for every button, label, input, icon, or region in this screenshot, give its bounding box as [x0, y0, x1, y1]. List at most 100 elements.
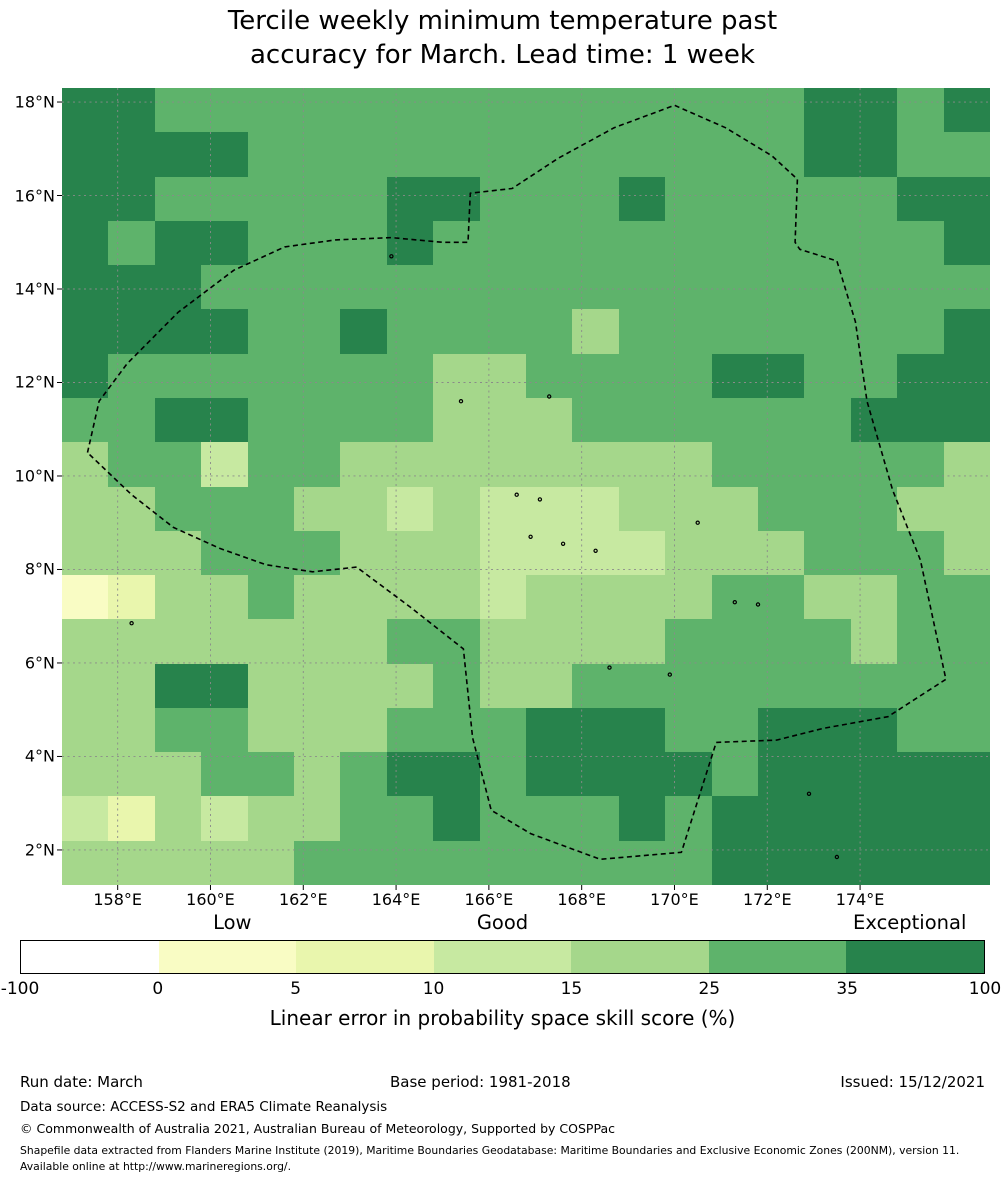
heatmap-cell [154, 397, 202, 443]
heatmap-cell [850, 663, 898, 708]
heatmap-cell [62, 397, 109, 443]
heatmap-cell [62, 220, 109, 266]
heatmap-cell [943, 220, 990, 266]
copyright-text: © Commonwealth of Australia 2021, Austra… [20, 1121, 615, 1136]
heatmap-cell [108, 132, 155, 177]
heatmap-cell [479, 132, 526, 177]
heatmap-cell [294, 220, 341, 266]
heatmap-cell [433, 176, 480, 221]
heatmap-cell [479, 530, 526, 576]
heatmap-cell [572, 619, 619, 664]
heatmap-cell [897, 575, 944, 620]
eez-boundary-path [86, 104, 947, 861]
heatmap-cell [665, 707, 712, 753]
heatmap-cell [479, 220, 526, 266]
heatmap-cell [386, 796, 434, 841]
colorbar-tick-labels: -100 0 5 10 15 25 35 100 [1, 979, 1002, 999]
heatmap-cell [386, 619, 434, 664]
heatmap-cell [711, 220, 758, 266]
heatmap-cell [340, 176, 387, 221]
heatmap-cell [897, 265, 944, 310]
heatmap-cell [154, 176, 202, 221]
heatmap-cell [758, 309, 805, 354]
heatmap-cell [897, 220, 944, 266]
heatmap-cell [804, 530, 851, 576]
heatmap-cell [850, 132, 898, 177]
heatmap-cell [618, 752, 666, 797]
heatmap-cell [711, 88, 758, 133]
heatmap-cell [386, 265, 434, 310]
heatmap-cell [526, 575, 573, 620]
heatmap-cell [433, 442, 480, 487]
heatmap-cell [572, 575, 619, 620]
heatmap-cell [804, 619, 851, 664]
heatmap-cell [711, 796, 758, 841]
heatmap-cell [665, 220, 712, 266]
heatmap-cell [340, 663, 387, 708]
heatmap-cell [340, 530, 387, 576]
heatmap-cell [711, 353, 758, 398]
heatmap-cell [386, 707, 434, 753]
heatmap-cell [618, 840, 666, 885]
heatmap-cell [340, 265, 387, 310]
x-axis-tick-labels: 158°E 160°E 162°E 164°E 166°E 168°E 170°E 172°E… [62, 890, 990, 912]
heatmap-cell [943, 486, 990, 531]
heatmap-cell [758, 353, 805, 398]
heatmap-cell [711, 176, 758, 221]
heatmap-cell [943, 575, 990, 620]
heatmap-cell [943, 619, 990, 664]
heatmap-cell [758, 752, 805, 797]
colorbar-tick-label: 5 [290, 979, 302, 999]
heatmap-cell [711, 707, 758, 753]
heatmap-cell [943, 530, 990, 576]
heatmap-cell [897, 132, 944, 177]
island-outline [755, 602, 761, 607]
x-tick-label: 172°E [742, 890, 792, 909]
heatmap-cell [758, 796, 805, 841]
heatmap-cell [665, 486, 712, 531]
heatmap-cell [479, 442, 526, 487]
heatmap-cell [154, 309, 202, 354]
heatmap-cell [804, 796, 851, 841]
heatmap-cell [62, 752, 109, 797]
heatmap-cell [758, 619, 805, 664]
heatmap-cell [526, 796, 573, 841]
heatmap-cell [62, 486, 109, 531]
heatmap-cell [108, 309, 155, 354]
heatmap-cell [850, 353, 898, 398]
heatmap-cell [154, 707, 202, 753]
heatmap-cell [479, 840, 526, 885]
heatmap-cell [294, 530, 341, 576]
heatmap-cell [154, 442, 202, 487]
heatmap-cell [247, 309, 294, 354]
heatmap-cell [897, 619, 944, 664]
colorbar-tick-label: 100 [968, 979, 1002, 999]
heatmap-cell [758, 265, 805, 310]
island-outline [560, 541, 566, 546]
heatmap-cell [479, 265, 526, 310]
issued-date-text: Issued: 15/12/2021 [840, 1073, 985, 1091]
heatmap-cell [572, 486, 619, 531]
island-outline [514, 492, 519, 497]
heatmap-cell [201, 707, 248, 753]
heatmap-cell [943, 752, 990, 797]
heatmap-cell [665, 575, 712, 620]
heatmap-cell [247, 663, 294, 708]
heatmap-cell [433, 309, 480, 354]
heatmap-cell [526, 530, 573, 576]
heatmap-cell [804, 220, 851, 266]
y-tick-label: 8°N [24, 559, 55, 579]
heatmap-cell [711, 752, 758, 797]
heatmap-cell [572, 88, 619, 133]
heatmap-cell [804, 663, 851, 708]
heatmap-cell [897, 88, 944, 133]
heatmap-cell [201, 176, 248, 221]
heatmap-cell [433, 575, 480, 620]
heatmap-cell [897, 309, 944, 354]
heatmap-cell [108, 176, 155, 221]
heatmap-cell [294, 619, 341, 664]
heatmap-cell [62, 265, 109, 310]
heatmap-cell [154, 663, 202, 708]
heatmap-cell [897, 486, 944, 531]
